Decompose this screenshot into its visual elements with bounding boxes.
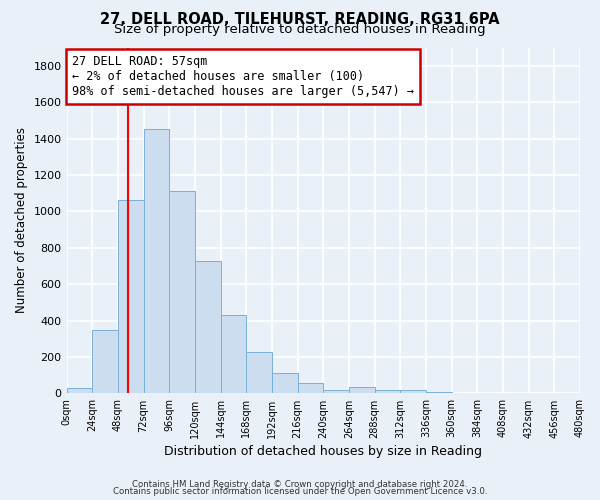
Bar — [452, 392, 478, 394]
Bar — [349, 387, 374, 394]
Bar — [478, 392, 503, 394]
Bar — [143, 130, 169, 394]
Text: Contains public sector information licensed under the Open Government Licence v3: Contains public sector information licen… — [113, 487, 487, 496]
Bar — [195, 260, 221, 394]
Bar — [67, 388, 92, 394]
Text: Contains HM Land Registry data © Crown copyright and database right 2024.: Contains HM Land Registry data © Crown c… — [132, 480, 468, 489]
Bar — [426, 392, 452, 394]
Bar — [118, 200, 143, 394]
Text: 27, DELL ROAD, TILEHURST, READING, RG31 6PA: 27, DELL ROAD, TILEHURST, READING, RG31 … — [100, 12, 500, 28]
Bar — [323, 390, 349, 394]
Bar — [272, 374, 298, 394]
Bar — [246, 352, 272, 394]
Bar — [169, 192, 195, 394]
X-axis label: Distribution of detached houses by size in Reading: Distribution of detached houses by size … — [164, 444, 482, 458]
Bar — [298, 384, 323, 394]
Y-axis label: Number of detached properties: Number of detached properties — [15, 128, 28, 314]
Bar — [400, 390, 426, 394]
Bar — [221, 315, 246, 394]
Text: 27 DELL ROAD: 57sqm
← 2% of detached houses are smaller (100)
98% of semi-detach: 27 DELL ROAD: 57sqm ← 2% of detached hou… — [72, 55, 414, 98]
Text: Size of property relative to detached houses in Reading: Size of property relative to detached ho… — [114, 24, 486, 36]
Bar — [92, 330, 118, 394]
Bar — [374, 390, 400, 394]
